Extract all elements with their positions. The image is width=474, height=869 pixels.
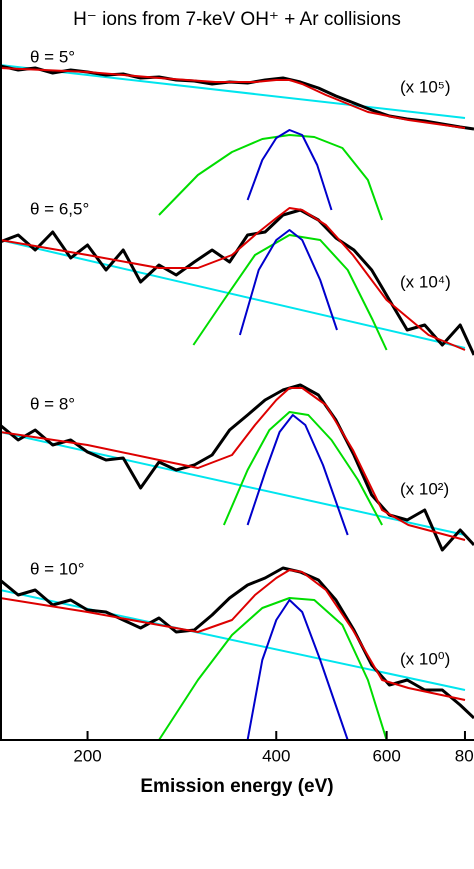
series-line: [0, 207, 466, 351]
series-line: [246, 414, 349, 536]
annotation: θ = 6,5°: [30, 199, 89, 218]
series-line: [0, 64, 466, 119]
series-line: [0, 431, 466, 536]
series-line: [0, 566, 474, 720]
annotation: (x 10⁴): [400, 272, 451, 291]
series-line: [0, 67, 466, 129]
series-line: [246, 599, 349, 741]
series-line: [158, 134, 384, 221]
series-line: [0, 387, 466, 541]
annotation: (x 10²): [400, 479, 449, 498]
annotation: θ = 8°: [30, 394, 75, 413]
series-line: [192, 234, 388, 351]
x-tick-label: 200: [73, 746, 101, 765]
annotation: θ = 5°: [30, 47, 75, 66]
series-line: [246, 129, 333, 211]
series-line: [0, 239, 466, 349]
annotation: θ = 10°: [30, 559, 85, 578]
series-line: [238, 229, 338, 336]
x-tick-label: 600: [372, 746, 400, 765]
annotation: (x 10⁵): [400, 77, 451, 96]
plot-area: [0, 64, 474, 741]
x-axis-label: Emission energy (eV): [140, 776, 333, 797]
x-tick-label: 800: [455, 746, 474, 765]
series-line: [0, 589, 466, 691]
chart-title: H⁻ ions from 7-keV OH⁺ + Ar collisions: [73, 9, 401, 30]
series-line: [0, 569, 466, 701]
series-line: [0, 383, 474, 552]
series-line: [222, 411, 383, 526]
series-line: [158, 597, 388, 741]
annotation: (x 10⁰): [400, 649, 450, 668]
x-tick-label: 400: [262, 746, 290, 765]
